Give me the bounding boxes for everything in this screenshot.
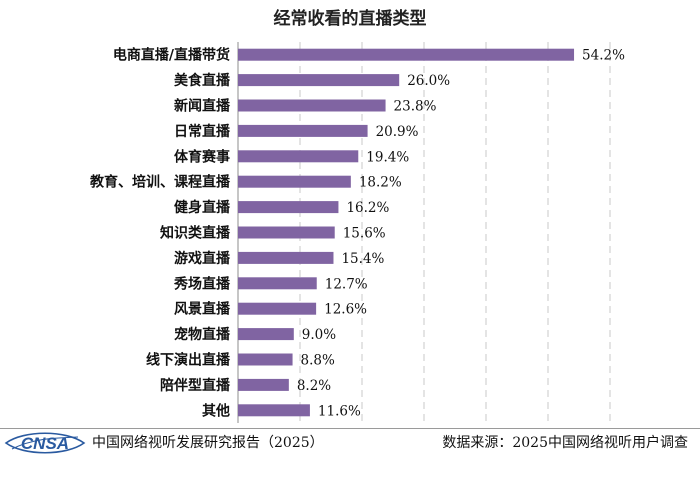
category-label: 其他	[202, 402, 230, 419]
data-label: 8.8%	[301, 353, 335, 369]
data-label: 16.2%	[346, 200, 389, 216]
category-label: 线下演出直播	[146, 352, 231, 369]
category-label: 风景直播	[174, 301, 231, 318]
category-label: 宠物直播	[174, 326, 231, 343]
category-label: 知识类直播	[160, 225, 231, 242]
category-label: 陪伴型直播	[160, 377, 231, 394]
data-label: 26.0%	[407, 73, 450, 89]
bar	[238, 48, 575, 61]
data-label: 54.2%	[582, 48, 625, 64]
category-label: 体育赛事	[174, 148, 230, 165]
bar	[238, 74, 400, 87]
bar	[238, 302, 317, 315]
bar	[238, 353, 293, 366]
data-label: 12.6%	[324, 302, 367, 318]
bar	[238, 378, 289, 391]
data-label: 9.0%	[302, 327, 336, 343]
data-label: 15.6%	[343, 226, 386, 242]
category-label: 教育、培训、课程直播	[90, 174, 231, 191]
category-label: 健身直播	[174, 199, 231, 216]
bar-chart: 电商直播/直播带货美食直播新闻直播日常直播体育赛事教育、培训、课程直播健身直播知…	[90, 42, 625, 423]
bar	[238, 99, 386, 112]
bar	[238, 404, 310, 417]
bars	[238, 48, 575, 417]
data-label: 20.9%	[376, 124, 419, 140]
bar	[238, 251, 334, 264]
value-labels: 54.2% 26.0% 23.8% 20.9% 19.4% 18.2% 16.2% 15.6%…	[297, 48, 625, 420]
data-label: 19.4%	[366, 149, 409, 165]
category-labels: 电商直播/直播带货美食直播新闻直播日常直播体育赛事教育、培训、课程直播健身直播知…	[90, 47, 231, 420]
bar	[238, 175, 351, 188]
category-label: 秀场直播	[173, 275, 231, 292]
report-source: 中国网络视听发展研究报告（2025）	[92, 435, 324, 451]
bar	[238, 201, 339, 214]
category-label: 电商直播/直播带货	[113, 47, 230, 64]
bar	[238, 328, 294, 341]
cnsa-logo-icon: CNSA	[4, 432, 86, 454]
bar	[238, 226, 335, 239]
category-label: 新闻直播	[174, 98, 231, 115]
bar	[238, 124, 368, 137]
data-label: 23.8%	[394, 99, 437, 115]
data-label: 15.4%	[341, 251, 384, 267]
data-label: 12.7%	[325, 276, 368, 292]
data-label: 11.6%	[318, 403, 361, 419]
chart-title: 经常收看的直播类型	[273, 9, 427, 29]
category-label: 日常直播	[174, 123, 231, 140]
footer-divider	[0, 428, 700, 429]
category-label: 美食直播	[174, 72, 231, 89]
data-label: 8.2%	[297, 378, 331, 394]
category-label: 游戏直播	[174, 250, 231, 267]
svg-text:CNSA: CNSA	[21, 434, 69, 453]
bar	[238, 277, 317, 290]
data-label: 18.2%	[359, 175, 402, 191]
data-source: 数据来源：2025中国网络视听用户调查	[442, 435, 688, 451]
bar	[238, 150, 359, 163]
